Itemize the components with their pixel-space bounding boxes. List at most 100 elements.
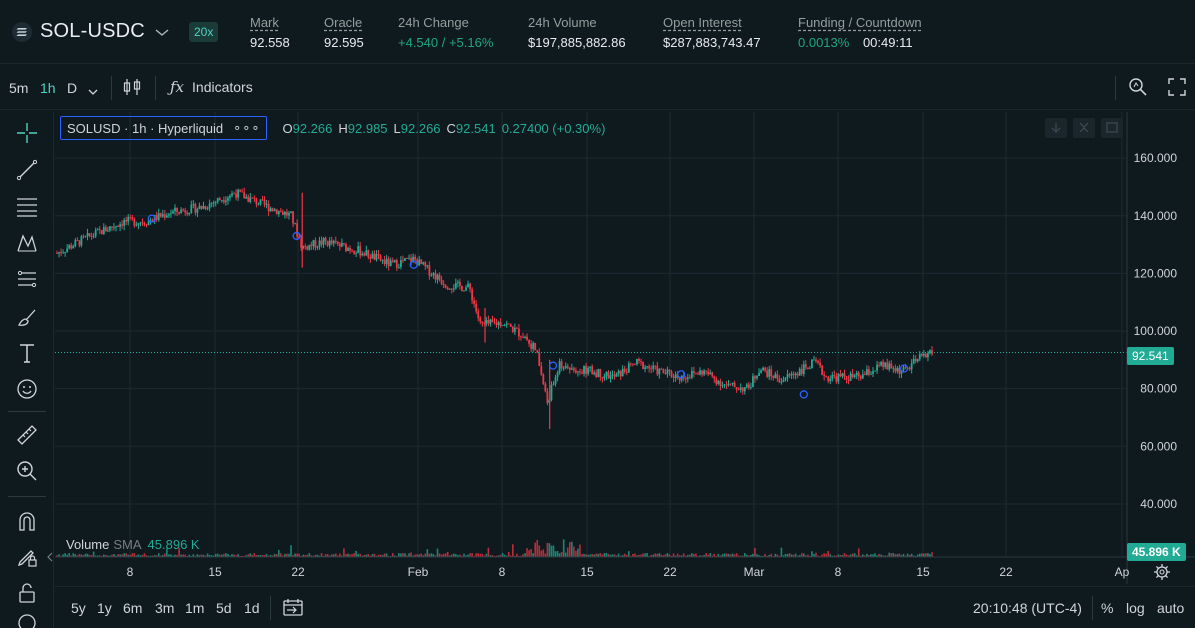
timeframe-d[interactable]: D (67, 80, 78, 96)
volume-bar (143, 553, 146, 557)
candle-body (924, 353, 927, 358)
volume-bar (432, 554, 435, 557)
candle-body (743, 387, 746, 392)
price-chart[interactable]: 40.000 60.000 80.000 100.000 120.000 140.000 1… (55, 112, 1195, 584)
volume-bar (613, 554, 616, 557)
fullscreen-icon[interactable] (1167, 77, 1187, 100)
candle-body (701, 370, 703, 375)
text-icon[interactable] (14, 340, 40, 366)
volume-bar (422, 555, 425, 557)
volume-bar (404, 553, 406, 557)
volume-bar (509, 555, 512, 557)
volume-bar (286, 553, 288, 557)
volume-bar (58, 554, 60, 557)
volume-bar (247, 554, 250, 557)
candle-body (509, 324, 512, 327)
symbol-selector[interactable]: SOL-USDC (12, 20, 169, 43)
timeframe-5m[interactable]: 5m (9, 80, 29, 96)
more-options-icon[interactable]: ∘∘∘ (233, 120, 261, 135)
volume-bar (84, 553, 87, 557)
candle-body (796, 373, 799, 376)
date-range-icon[interactable] (282, 597, 304, 620)
range-1m[interactable]: 1m (185, 600, 205, 616)
emoji-icon[interactable] (14, 376, 40, 402)
volume-bar (153, 555, 156, 557)
pattern-icon[interactable] (14, 230, 40, 256)
candle-body (697, 373, 699, 375)
volume-bar (843, 553, 846, 557)
ruler-icon[interactable] (14, 422, 40, 448)
range-5d[interactable]: 5d (216, 600, 232, 616)
candle-body (558, 361, 561, 373)
candle-body (210, 203, 213, 205)
volume-bar (170, 554, 172, 557)
percent-toggle[interactable]: % (1101, 600, 1114, 616)
indicators-button[interactable]: ƒx Indicators (170, 78, 253, 96)
clock[interactable]: 20:10:48 (UTC-4) (973, 600, 1082, 616)
range-1y[interactable]: 1y (97, 600, 112, 616)
fib-retracement-icon[interactable] (14, 267, 40, 293)
volume-bar (593, 554, 596, 557)
candle-body (296, 223, 299, 237)
volume-bar (682, 553, 685, 557)
volume-bar (699, 555, 701, 557)
volume-bar (157, 553, 160, 557)
candle-type-icon[interactable] (123, 77, 141, 100)
eye-icon[interactable] (14, 614, 40, 628)
leverage-badge[interactable]: 20x (189, 22, 219, 42)
volume-bar (357, 553, 359, 557)
candle-body (654, 365, 657, 367)
candle-body (865, 369, 868, 376)
candle-body (784, 377, 787, 381)
candle-body (908, 367, 911, 370)
fx-icon: ƒx (170, 78, 185, 96)
volume-bar (499, 554, 502, 557)
volume-bar (591, 554, 593, 557)
candle-body (778, 378, 781, 383)
range-1d[interactable]: 1d (244, 600, 260, 616)
candle-body (774, 374, 777, 378)
candle-body (536, 350, 539, 353)
chevron-down-icon[interactable] (88, 83, 98, 98)
volume-bar (298, 553, 300, 557)
candle-body (104, 227, 107, 232)
candle-body (910, 363, 913, 370)
log-toggle[interactable]: log (1126, 600, 1145, 616)
candle-body (328, 240, 331, 246)
trend-line-icon[interactable] (14, 157, 40, 183)
lock-icon[interactable] (14, 580, 40, 606)
candle-body (72, 246, 75, 249)
volume-bar (642, 553, 644, 557)
series-label[interactable]: SOLUSD · 1h · Hyperliquid ∘∘∘ (60, 116, 268, 140)
range-6m[interactable]: 6m (123, 600, 143, 616)
auto-toggle[interactable]: auto (1157, 600, 1185, 616)
magnet-icon[interactable] (14, 508, 40, 534)
range-3m[interactable]: 3m (155, 600, 175, 616)
range-5y[interactable]: 5y (71, 600, 86, 616)
candle-body (412, 256, 415, 262)
chevron-down-icon[interactable] (155, 25, 169, 40)
zoom-in-icon[interactable] (14, 458, 40, 484)
lock-drawing-icon[interactable] (14, 544, 40, 570)
candle-body (520, 336, 522, 338)
volume-bar (221, 554, 223, 557)
candle-body (243, 192, 246, 199)
candle-body (467, 283, 469, 288)
timeframe-1h[interactable]: 1h (40, 80, 56, 96)
candle-body (568, 367, 571, 370)
horizontal-lines-icon[interactable] (14, 194, 40, 220)
candle-body (741, 387, 744, 392)
crosshair-icon[interactable] (14, 120, 40, 146)
price-tick-label: 100.000 (1134, 324, 1178, 338)
collapse-toolbar-icon[interactable] (47, 550, 53, 565)
candle-body (180, 209, 183, 214)
volume-bar (495, 555, 498, 557)
brush-icon[interactable] (14, 304, 40, 330)
volume-bar (345, 554, 347, 557)
volume-bar (815, 552, 817, 557)
candle-body (735, 387, 738, 390)
candle-body (212, 202, 215, 204)
volume-bar (878, 553, 880, 557)
quick-search-icon[interactable] (1128, 77, 1148, 100)
candle-body (227, 197, 229, 201)
